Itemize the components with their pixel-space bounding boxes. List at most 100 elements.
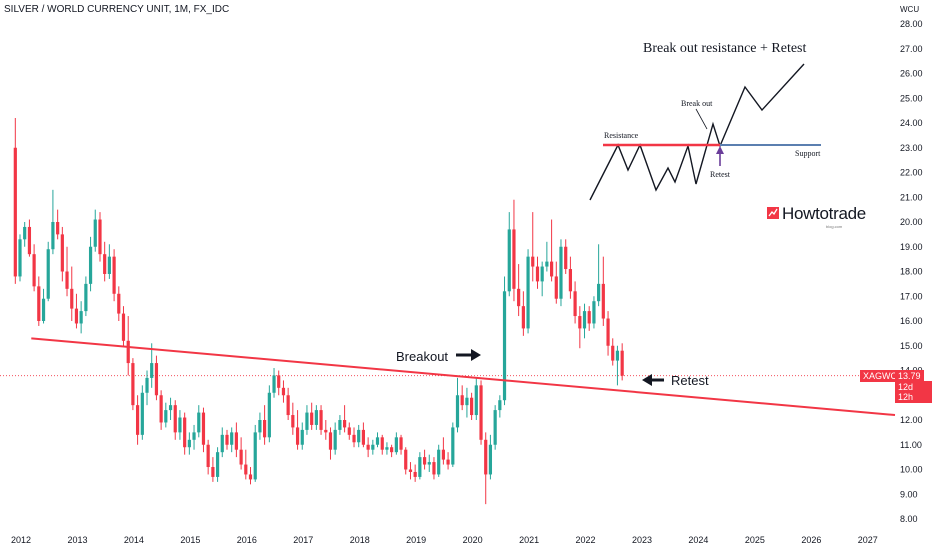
- y-tick-label: 17.00: [900, 291, 923, 301]
- candle: [281, 380, 286, 403]
- candle-body: [263, 420, 267, 438]
- candle-body: [385, 447, 389, 450]
- candle-body: [540, 266, 544, 282]
- candle-body: [300, 429, 304, 445]
- candle-body: [112, 256, 116, 294]
- candle: [512, 199, 516, 302]
- candle: [65, 246, 69, 297]
- candle-body: [404, 449, 408, 470]
- candle: [103, 241, 107, 282]
- candle-body: [380, 437, 384, 450]
- candle: [239, 437, 243, 470]
- candle: [295, 410, 300, 450]
- candle-body: [70, 288, 74, 309]
- candle: [187, 432, 191, 455]
- candle-body: [451, 427, 455, 465]
- inset-resistance-label: Resistance: [604, 131, 639, 140]
- candle: [98, 212, 102, 262]
- candle-body: [517, 288, 521, 307]
- retest-arrow-icon: [642, 374, 664, 386]
- candle-body: [545, 261, 549, 267]
- candle-body: [502, 291, 507, 401]
- candle: [244, 449, 248, 480]
- candle: [88, 236, 93, 292]
- candle: [314, 405, 318, 430]
- candle: [601, 256, 605, 326]
- candle-body: [470, 397, 474, 416]
- candle-body: [37, 286, 41, 321]
- symbol-badge: XAGWCU: [860, 370, 907, 382]
- candle: [263, 405, 267, 445]
- candle-body: [394, 437, 398, 453]
- candle: [192, 424, 196, 450]
- candle-body: [230, 432, 234, 445]
- candle: [286, 387, 290, 420]
- candle-body: [521, 306, 525, 329]
- candle-body: [342, 420, 347, 428]
- candle-body: [267, 392, 271, 438]
- candle-body: [484, 439, 488, 475]
- y-tick-label: 15.00: [900, 341, 923, 351]
- y-tick-label: 10.00: [900, 465, 923, 475]
- countdown-badge: 12d 12h: [895, 381, 932, 403]
- candle-body: [573, 291, 577, 317]
- candle: [437, 444, 441, 477]
- y-tick-label: 25.00: [900, 93, 923, 103]
- y-tick-label: 22.00: [900, 168, 923, 178]
- candle: [253, 424, 257, 482]
- candle: [41, 288, 46, 324]
- candle-body: [98, 219, 102, 255]
- candle: [79, 301, 83, 334]
- candle-body: [107, 256, 111, 274]
- candle: [517, 264, 521, 317]
- candle: [197, 405, 201, 438]
- candle-body: [314, 410, 318, 425]
- candle: [422, 449, 427, 470]
- descending-trendline[interactable]: [31, 337, 896, 417]
- candle-body: [535, 266, 540, 282]
- x-tick-label: 2022: [576, 535, 596, 545]
- candle: [93, 209, 97, 252]
- x-tick-label: 2016: [237, 535, 257, 545]
- candle-body: [178, 417, 182, 433]
- candle: [272, 368, 276, 398]
- candle: [441, 437, 445, 465]
- candle: [446, 452, 450, 470]
- candle: [150, 343, 154, 388]
- candle-body: [531, 256, 535, 267]
- candle-body: [215, 452, 220, 477]
- candle: [154, 355, 159, 401]
- candle-body: [587, 311, 591, 324]
- candle-body: [606, 318, 610, 346]
- candle-body: [51, 222, 55, 250]
- candle-body: [173, 405, 177, 433]
- candle-body: [225, 434, 229, 445]
- candle: [535, 256, 540, 289]
- candle-body: [526, 256, 530, 329]
- candle-body: [253, 432, 257, 480]
- candle-body: [74, 308, 79, 324]
- candle: [375, 432, 380, 448]
- candle: [390, 444, 394, 458]
- candle: [135, 395, 140, 445]
- candle: [37, 276, 41, 326]
- candle-body: [88, 246, 93, 284]
- candle: [126, 316, 130, 376]
- candle-body: [197, 412, 201, 433]
- y-tick-label: 24.00: [900, 118, 923, 128]
- inset-support-label: Support: [795, 149, 821, 158]
- breakout-arrow-icon: [456, 349, 481, 361]
- candle-body: [597, 283, 601, 302]
- candle-body: [615, 350, 620, 361]
- candle-body: [154, 363, 159, 396]
- candle-body: [366, 444, 370, 450]
- candle: [173, 400, 177, 440]
- candle: [380, 434, 384, 455]
- candle: [319, 405, 323, 435]
- candle-body: [474, 385, 478, 416]
- candle-body: [201, 412, 206, 445]
- candle: [455, 377, 460, 433]
- candle-body: [65, 271, 69, 289]
- inset-price-path: [589, 63, 805, 201]
